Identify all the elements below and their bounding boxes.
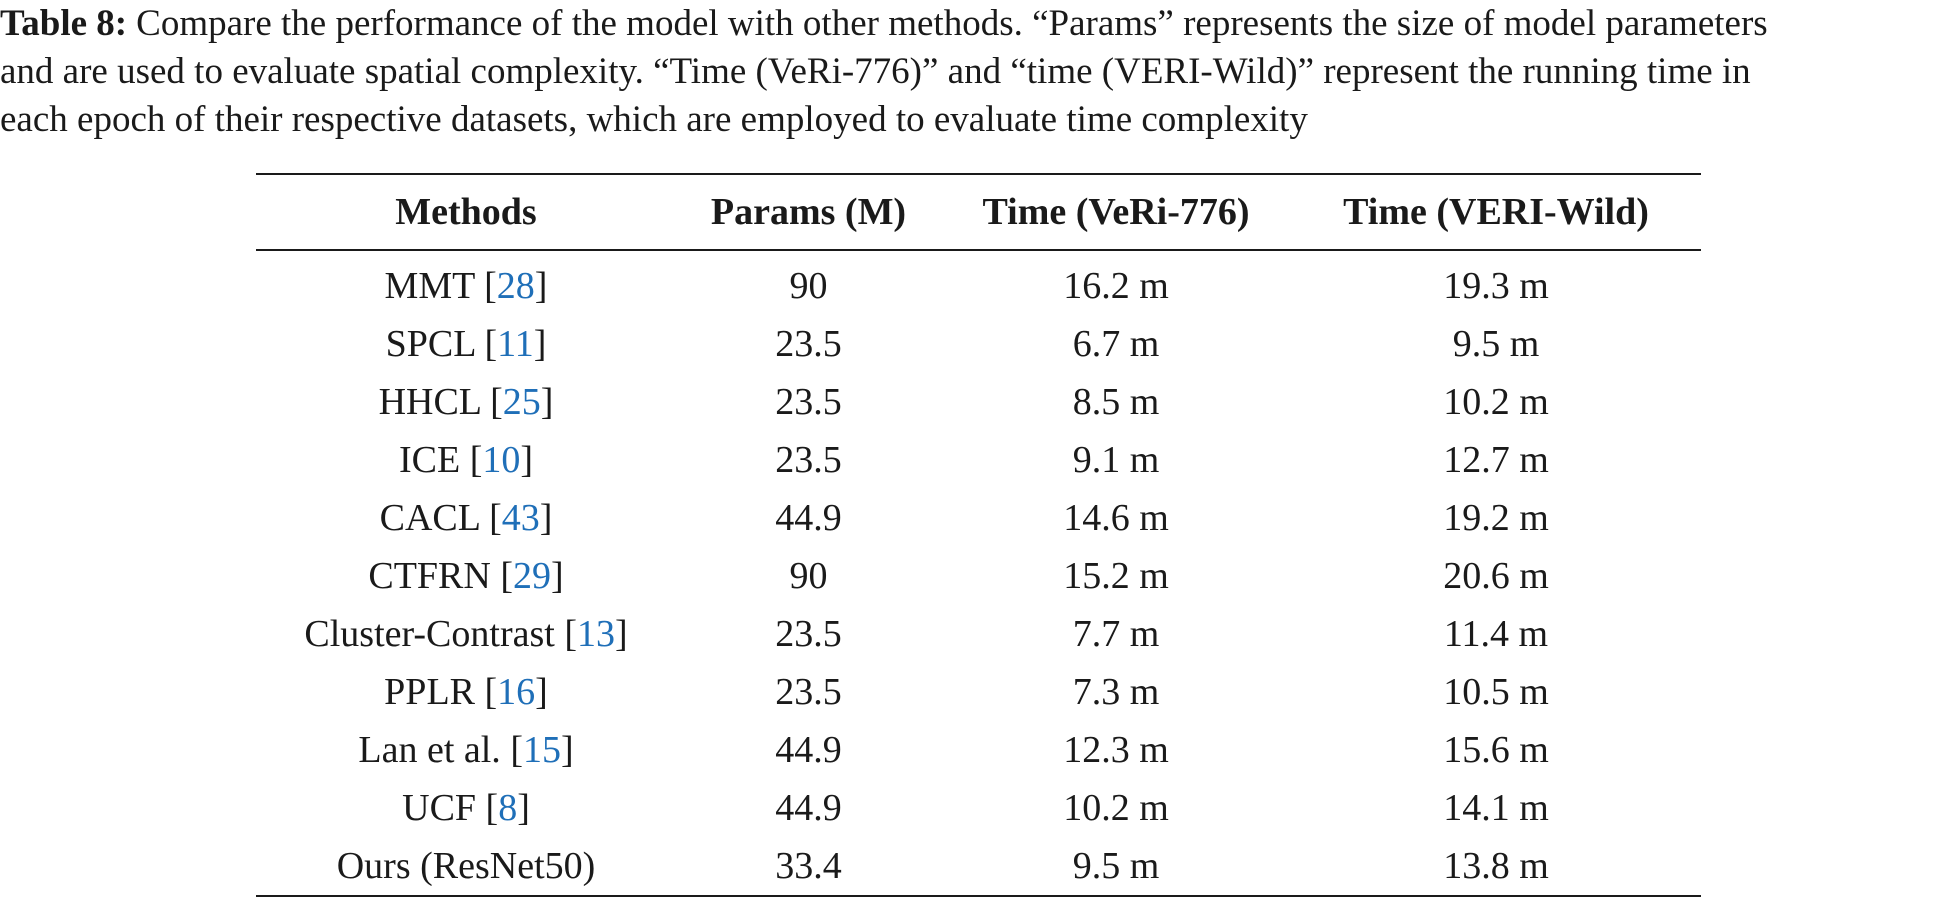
method-name: CTFRN [368, 555, 491, 597]
time-veri-776-cell: 7.3 m [1072, 671, 1160, 713]
citation-link[interactable]: 28 [496, 265, 535, 307]
time-veri-776-cell: 16.2 m [1063, 265, 1169, 307]
table-row: ICE [10] 23.5 9.1 m 12.7 m [256, 431, 1701, 489]
citation-link[interactable]: 11 [497, 323, 534, 365]
citation-link[interactable]: 25 [502, 381, 541, 423]
table-header: Methods Params (M) Time (VeRi-776) Time … [256, 174, 1701, 250]
caption-line-2: and are used to evaluate spatial complex… [0, 51, 1751, 92]
params-cell: 33.4 [775, 845, 842, 887]
method-name: UCF [402, 787, 477, 829]
time-veri-776-cell: 9.5 m [1072, 845, 1160, 887]
params-cell: 23.5 [775, 381, 842, 423]
header-row: Methods Params (M) Time (VeRi-776) Time … [256, 174, 1701, 250]
method-name: Ours (ResNet50) [336, 845, 596, 887]
time-veri-776-cell: 10.2 m [1063, 787, 1169, 829]
method-cell: SPCL [11] [385, 323, 547, 365]
method-cell: MMT [28] [384, 265, 548, 307]
time-veri-wild-cell: 11.4 m [1443, 613, 1549, 655]
table-row: MMT [28] 90 16.2 m 19.3 m [256, 250, 1701, 315]
caption-line-3: each epoch of their respective datasets,… [0, 99, 1308, 140]
table-row: Lan et al. [15] 44.9 12.3 m 15.6 m [256, 721, 1701, 779]
table-row: UCF [8] 44.9 10.2 m 14.1 m [256, 779, 1701, 837]
method-cell: PPLR [16] [384, 671, 548, 713]
citation-link[interactable]: 13 [576, 613, 615, 655]
caption-text-1: Compare the performance of the model wit… [136, 3, 1768, 44]
params-cell: 23.5 [775, 439, 842, 481]
citation-link[interactable]: 15 [522, 729, 561, 771]
method-name: ICE [398, 439, 461, 481]
params-cell: 90 [789, 555, 828, 597]
method-cell: UCF [8] [402, 787, 530, 829]
method-name: Lan et al. [358, 729, 501, 771]
method-name: SPCL [385, 323, 475, 365]
header-methods: Methods [395, 191, 537, 233]
time-veri-wild-cell: 19.3 m [1443, 265, 1549, 307]
caption-label: Table 8: [0, 3, 128, 44]
citation-link[interactable]: 29 [512, 555, 551, 597]
table-row: HHCL [25] 23.5 8.5 m 10.2 m [256, 373, 1701, 431]
table-row: SPCL [11] 23.5 6.7 m 9.5 m [256, 315, 1701, 373]
time-veri-wild-cell: 15.6 m [1443, 729, 1549, 771]
time-veri-wild-cell: 10.5 m [1443, 671, 1549, 713]
table-row: Ours (ResNet50) 33.4 9.5 m 13.8 m [256, 837, 1701, 896]
time-veri-776-cell: 7.7 m [1072, 613, 1160, 655]
comparison-table: Methods Params (M) Time (VeRi-776) Time … [256, 173, 1701, 897]
table-row: CTFRN [29] 90 15.2 m 20.6 m [256, 547, 1701, 605]
params-cell: 44.9 [775, 787, 842, 829]
time-veri-wild-cell: 13.8 m [1443, 845, 1549, 887]
time-veri-776-cell: 6.7 m [1072, 323, 1160, 365]
time-veri-wild-cell: 20.6 m [1443, 555, 1549, 597]
citation-link[interactable]: 10 [482, 439, 521, 481]
method-cell: CACL [43] [379, 497, 553, 539]
method-cell: CTFRN [29] [368, 555, 564, 597]
comparison-table-container: Methods Params (M) Time (VeRi-776) Time … [256, 173, 1701, 897]
method-cell: Ours (ResNet50) [256, 837, 676, 896]
time-veri-776-cell: 14.6 m [1063, 497, 1169, 539]
method-name: MMT [384, 265, 475, 307]
time-veri-wild-cell: 19.2 m [1443, 497, 1549, 539]
time-veri-776-cell: 9.1 m [1072, 439, 1160, 481]
table-caption: Table 8: Compare the performance of the m… [0, 0, 1955, 144]
header-params: Params (M) [710, 191, 907, 233]
table-row: PPLR [16] 23.5 7.3 m 10.5 m [256, 663, 1701, 721]
header-time-veri-776: Time (VeRi-776) [982, 191, 1250, 233]
time-veri-wild-cell: 10.2 m [1443, 381, 1549, 423]
method-name: HHCL [378, 381, 481, 423]
time-veri-776-cell: 8.5 m [1072, 381, 1160, 423]
method-name: Cluster-Contrast [304, 613, 555, 655]
table-body: MMT [28] 90 16.2 m 19.3 m SPCL [11] 23.5 6.7 m… [256, 250, 1701, 896]
caption-line-1: Table 8: Compare the performance of the m… [0, 0, 1955, 48]
method-cell: Lan et al. [15] [358, 729, 574, 771]
citation-link[interactable]: 16 [497, 671, 536, 713]
params-cell: 44.9 [775, 729, 842, 771]
method-name: CACL [379, 497, 480, 539]
time-veri-wild-cell: 14.1 m [1443, 787, 1549, 829]
method-cell: Cluster-Contrast [13] [304, 613, 628, 655]
citation-link[interactable]: 43 [501, 497, 540, 539]
table-row: CACL [43] 44.9 14.6 m 19.2 m [256, 489, 1701, 547]
time-veri-776-cell: 12.3 m [1063, 729, 1169, 771]
method-cell: ICE [10] [398, 439, 534, 481]
header-time-veri-wild: Time (VERI-Wild) [1343, 191, 1649, 233]
params-cell: 23.5 [775, 323, 842, 365]
params-cell: 23.5 [775, 671, 842, 713]
method-cell: HHCL [25] [378, 381, 554, 423]
method-name: PPLR [384, 671, 475, 713]
time-veri-wild-cell: 12.7 m [1443, 439, 1549, 481]
time-veri-wild-cell: 9.5 m [1452, 323, 1540, 365]
params-cell: 44.9 [775, 497, 842, 539]
time-veri-776-cell: 15.2 m [1063, 555, 1169, 597]
table-row: Cluster-Contrast [13] 23.5 7.7 m 11.4 m [256, 605, 1701, 663]
params-cell: 90 [789, 265, 828, 307]
citation-link[interactable]: 8 [498, 787, 518, 829]
params-cell: 23.5 [775, 613, 842, 655]
